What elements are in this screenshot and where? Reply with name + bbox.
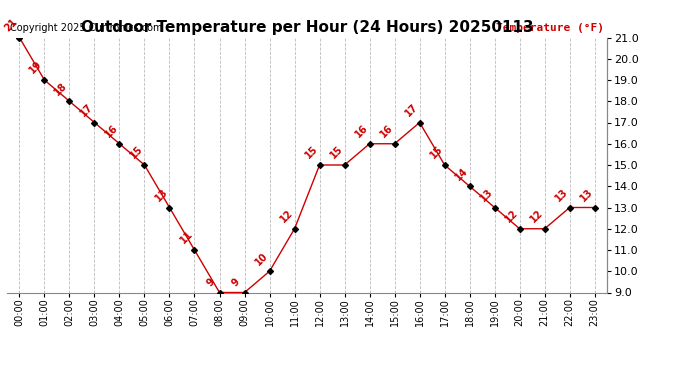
Text: 9: 9 xyxy=(230,276,242,288)
Text: 9: 9 xyxy=(205,276,217,288)
Text: 15: 15 xyxy=(128,144,144,161)
Text: 14: 14 xyxy=(453,165,470,182)
Text: Temperature (°F): Temperature (°F) xyxy=(496,24,604,33)
Text: 16: 16 xyxy=(353,123,370,140)
Text: 12: 12 xyxy=(278,208,295,225)
Text: 11: 11 xyxy=(178,229,195,246)
Text: 15: 15 xyxy=(303,144,319,161)
Text: Copyright 2025 Curtronics.com: Copyright 2025 Curtronics.com xyxy=(10,24,162,33)
Text: 18: 18 xyxy=(52,80,70,97)
Text: 13: 13 xyxy=(553,187,570,203)
Text: 10: 10 xyxy=(253,251,270,267)
Text: 13: 13 xyxy=(478,187,495,203)
Text: 13: 13 xyxy=(578,187,595,203)
Text: 17: 17 xyxy=(403,102,420,118)
Text: 21: 21 xyxy=(3,17,19,33)
Text: 12: 12 xyxy=(503,208,520,225)
Text: 15: 15 xyxy=(328,144,344,161)
Text: 17: 17 xyxy=(78,102,95,118)
Text: 13: 13 xyxy=(153,187,170,203)
Text: 12: 12 xyxy=(528,208,544,225)
Text: 19: 19 xyxy=(28,59,44,76)
Title: Outdoor Temperature per Hour (24 Hours) 20250113: Outdoor Temperature per Hour (24 Hours) … xyxy=(81,20,533,35)
Text: 16: 16 xyxy=(103,123,119,140)
Text: 16: 16 xyxy=(378,123,395,140)
Text: 15: 15 xyxy=(428,144,444,161)
